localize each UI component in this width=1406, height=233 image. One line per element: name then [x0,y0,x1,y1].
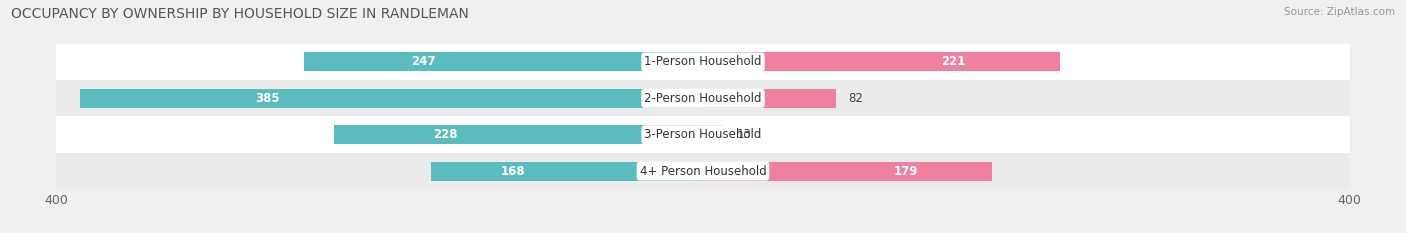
Text: 4+ Person Household: 4+ Person Household [640,164,766,178]
Text: 247: 247 [411,55,436,69]
Text: 179: 179 [893,164,918,178]
Text: OCCUPANCY BY OWNERSHIP BY HOUSEHOLD SIZE IN RANDLEMAN: OCCUPANCY BY OWNERSHIP BY HOUSEHOLD SIZE… [11,7,470,21]
Text: 3-Person Household: 3-Person Household [644,128,762,141]
Text: 1-Person Household: 1-Person Household [644,55,762,69]
Bar [432,162,703,181]
Text: 385: 385 [254,92,280,105]
Bar [56,80,1350,116]
Bar [703,89,835,108]
Bar [703,162,993,181]
Bar [703,52,1060,71]
Bar [703,125,724,144]
Text: 82: 82 [849,92,863,105]
Text: Source: ZipAtlas.com: Source: ZipAtlas.com [1284,7,1395,17]
Bar [304,52,703,71]
Bar [56,153,1350,189]
Text: 2-Person Household: 2-Person Household [644,92,762,105]
Bar [56,116,1350,153]
Text: 221: 221 [941,55,966,69]
Bar [335,125,703,144]
Text: 168: 168 [501,164,526,178]
Text: 13: 13 [737,128,752,141]
Bar [80,89,703,108]
Text: 228: 228 [433,128,457,141]
Bar [56,44,1350,80]
